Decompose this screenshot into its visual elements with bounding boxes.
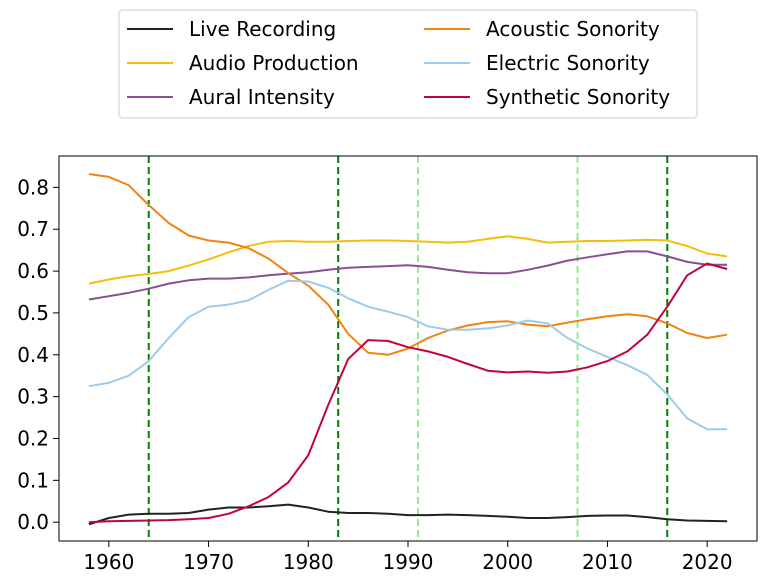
x-axis: 1960 1970 1980 1990 2000 2010 2020 [83, 541, 733, 574]
legend-label: Live Recording [189, 17, 336, 41]
y-tick-label: 0.6 [17, 259, 49, 283]
x-tick-label: 1960 [83, 550, 134, 574]
x-tick-label: 2010 [582, 550, 633, 574]
series-lines [88, 173, 728, 526]
legend-label: Aural Intensity [189, 85, 335, 109]
y-tick-label: 0.3 [17, 385, 49, 409]
series-line-live-recording [88, 503, 728, 526]
y-tick-label: 0.4 [17, 343, 49, 367]
y-axis: 0.0 0.1 0.2 0.3 0.4 0.5 0.6 0.7 0.8 [17, 175, 59, 534]
y-tick-label: 0.5 [17, 301, 49, 325]
y-tick-label: 0.1 [17, 468, 49, 492]
legend-item-audio-production: Audio Production [127, 51, 359, 75]
legend-item-synthetic-sonority: Synthetic Sonority [424, 85, 670, 109]
y-tick-label: 0.8 [17, 175, 49, 199]
x-tick-label: 1990 [383, 550, 434, 574]
series-line-aural-intensity [88, 250, 728, 301]
legend-item-acoustic-sonority: Acoustic Sonority [424, 17, 660, 41]
series-line-electric-sonority [88, 279, 728, 431]
x-tick-label: 1970 [183, 550, 234, 574]
legend-label: Synthetic Sonority [486, 85, 670, 109]
legend-label: Acoustic Sonority [486, 17, 660, 41]
legend-item-live-recording: Live Recording [127, 17, 336, 41]
y-tick-label: 0.0 [17, 510, 49, 534]
x-tick-label: 2000 [482, 550, 533, 574]
legend-label: Electric Sonority [486, 51, 650, 75]
series-line-synthetic-sonority [88, 262, 728, 524]
legend-item-electric-sonority: Electric Sonority [424, 51, 650, 75]
x-tick-label: 1980 [283, 550, 334, 574]
legend-box [118, 9, 698, 119]
legend: Live Recording Audio Production Aural Inte… [118, 9, 698, 119]
y-tick-label: 0.7 [17, 217, 49, 241]
series-line-audio-production [88, 235, 728, 285]
x-tick-label: 2020 [682, 550, 733, 574]
y-tick-label: 0.2 [17, 426, 49, 450]
legend-label: Audio Production [189, 51, 359, 75]
legend-item-aural-intensity: Aural Intensity [127, 85, 335, 109]
series-line-acoustic-sonority [88, 173, 728, 356]
